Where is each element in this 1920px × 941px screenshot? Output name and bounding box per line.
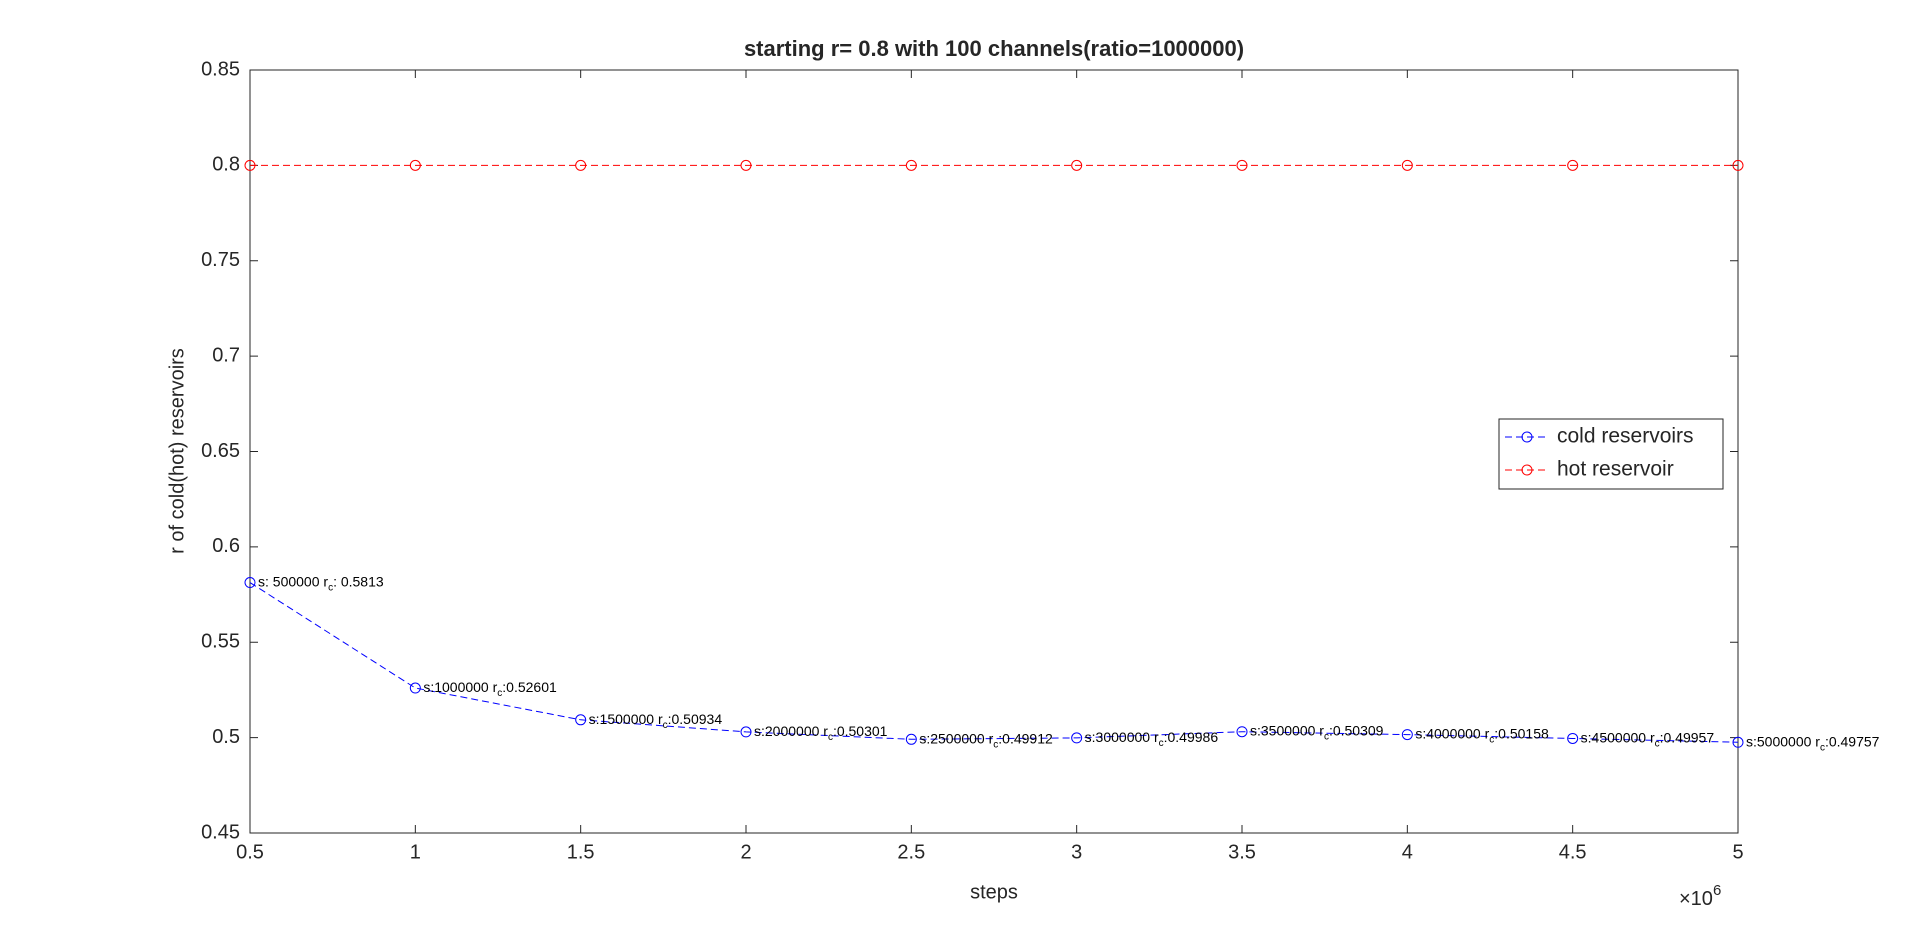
data-label-value: :0.52601	[502, 679, 557, 695]
data-label-text: s:1500000 r	[589, 711, 663, 727]
data-label: s:3500000 rc:0.50309	[1250, 722, 1384, 742]
x-tick-label: 2.5	[897, 841, 925, 863]
data-label-sub: c	[328, 582, 333, 593]
data-label-text: s:3500000 r	[1250, 722, 1324, 738]
data-label: s:2000000 rc:0.50301	[754, 723, 888, 743]
data-label: s:1000000 rc:0.52601	[423, 679, 557, 699]
legend-box	[1498, 418, 1724, 490]
data-point	[905, 159, 917, 171]
data-label-value: :0.50301	[833, 723, 888, 739]
legend-label: cold reservoirs	[1557, 425, 1694, 448]
data-point	[575, 714, 587, 726]
data-label-value: :0.50934	[668, 711, 723, 727]
x-multiplier-exponent: 6	[1713, 882, 1721, 899]
x-multiplier: ×106	[1679, 882, 1721, 910]
data-label-value: : 0.5813	[333, 573, 384, 589]
data-point	[244, 159, 256, 171]
data-label-text: s:5000000 r	[1746, 733, 1820, 749]
data-point	[409, 682, 421, 694]
data-label-sub: c	[497, 688, 502, 699]
data-label-value: :0.49986	[1164, 729, 1219, 745]
data-label-value: :0.49912	[998, 730, 1053, 746]
data-point	[1567, 159, 1579, 171]
x-tick-label: 3	[1071, 841, 1082, 863]
data-label: s:4000000 rc:0.50158	[1415, 725, 1549, 745]
x-tick-label: 3.5	[1228, 841, 1256, 863]
data-point	[1567, 732, 1579, 744]
data-point	[1401, 159, 1413, 171]
y-axis-label: r of cold(hot) reservoirs	[166, 348, 188, 554]
data-label: s:3000000 rc:0.49986	[1085, 729, 1219, 749]
data-point	[1732, 159, 1744, 171]
series-line	[249, 582, 1739, 743]
data-label-text: s:4500000 r	[1581, 729, 1655, 745]
data-point	[1732, 736, 1744, 748]
data-label-text: s:2000000 r	[754, 723, 828, 739]
data-label: s:4500000 rc:0.49957	[1581, 729, 1715, 749]
x-tick-label: 0.5	[236, 841, 264, 863]
y-tick-label: 0.6	[212, 535, 240, 557]
data-point	[905, 733, 917, 745]
x-tick-label: 1	[410, 841, 421, 863]
data-point	[575, 159, 587, 171]
data-point	[740, 726, 752, 738]
data-point	[1401, 729, 1413, 741]
y-tick-label: 0.75	[201, 249, 240, 271]
data-label-sub: c	[1820, 742, 1825, 753]
y-tick-label: 0.45	[201, 821, 240, 843]
x-tick-label: 2	[740, 841, 751, 863]
data-point	[1071, 159, 1083, 171]
data-label-sub: c	[663, 719, 668, 730]
data-label-value: :0.50309	[1329, 722, 1384, 738]
data-label: s:1500000 rc:0.50934	[589, 711, 723, 731]
x-tick-label: 4	[1402, 841, 1413, 863]
data-label: s:5000000 rc:0.49757	[1746, 733, 1880, 753]
legend-marker	[1521, 464, 1533, 476]
y-tick-label: 0.8	[212, 154, 240, 176]
y-tick-label: 0.65	[201, 440, 240, 462]
data-point	[409, 159, 421, 171]
data-point	[244, 577, 256, 589]
data-point	[1236, 726, 1248, 738]
data-point	[740, 159, 752, 171]
data-label-text: s: 500000 r	[258, 573, 328, 589]
data-label-text: s:3000000 r	[1085, 729, 1159, 745]
data-label-sub: c	[993, 739, 998, 750]
data-label-value: :0.49957	[1660, 729, 1715, 745]
y-tick-label: 0.5	[212, 726, 240, 748]
data-label-sub: c	[828, 732, 833, 743]
legend-marker	[1521, 431, 1533, 443]
data-label: s: 500000 rc: 0.5813	[258, 573, 384, 593]
x-tick-label: 5	[1732, 841, 1743, 863]
data-label-sub: c	[1489, 734, 1494, 745]
data-label: s:2500000 rc:0.49912	[919, 730, 1053, 750]
x-tick-label: 4.5	[1559, 841, 1587, 863]
x-tick-label: 1.5	[567, 841, 595, 863]
plot-area	[249, 69, 1739, 834]
data-point	[1071, 732, 1083, 744]
legend-label: hot reservoir	[1557, 458, 1674, 481]
x-axis-label: steps	[970, 881, 1018, 903]
data-label-text: s:4000000 r	[1415, 725, 1489, 741]
data-label-sub: c	[1159, 738, 1164, 749]
data-label-value: :0.49757	[1825, 733, 1880, 749]
data-point	[1236, 159, 1248, 171]
data-label-sub: c	[1324, 731, 1329, 742]
data-label-value: :0.50158	[1494, 725, 1549, 741]
y-tick-label: 0.85	[201, 58, 240, 80]
y-tick-label: 0.55	[201, 631, 240, 653]
y-tick-label: 0.7	[212, 344, 240, 366]
data-label-sub: c	[1655, 738, 1660, 749]
chart-title: starting r= 0.8 with 100 channels(ratio=…	[744, 36, 1244, 61]
x-multiplier-base: ×10	[1679, 888, 1713, 910]
data-label-text: s:2500000 r	[919, 730, 993, 746]
data-label-text: s:1000000 r	[423, 679, 497, 695]
